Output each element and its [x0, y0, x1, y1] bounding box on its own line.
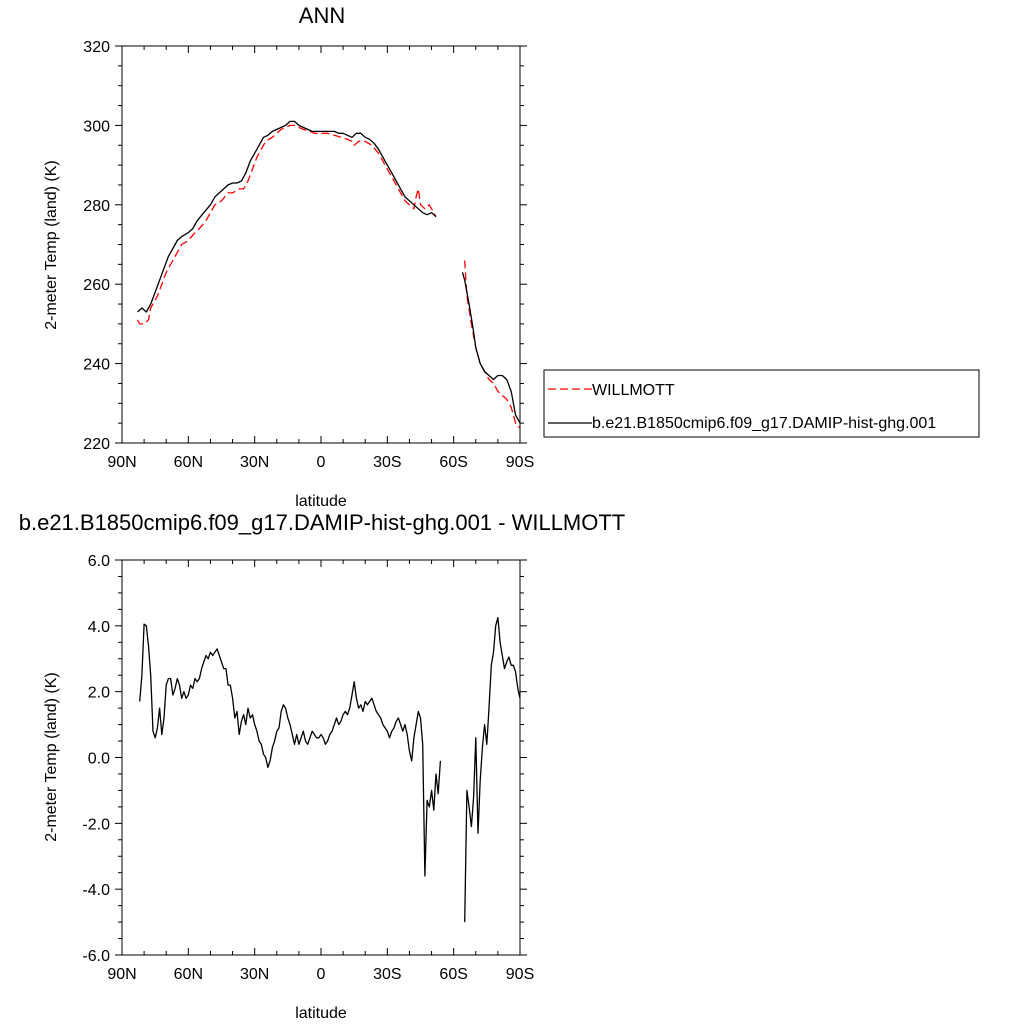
x-tick-label-5: 60S	[439, 966, 467, 983]
x-tick-label-6: 90S	[506, 966, 534, 983]
x-tick-label-3: 0	[317, 966, 326, 983]
bottom-chart-series	[139, 616, 521, 923]
series-0-segment-1	[464, 616, 521, 923]
bottom-chart: b.e21.B1850cmip6.f09_g17.DAMIP-hist-ghg.…	[19, 510, 626, 1022]
x-tick-label-5: 60S	[439, 454, 467, 471]
y-tick-label-5: 4.0	[88, 619, 110, 636]
y-tick-label-1: 240	[83, 357, 110, 374]
x-tick-label-4: 30S	[373, 966, 401, 983]
y-tick-label-2: 260	[83, 277, 110, 294]
top-chart-title: ANN	[299, 3, 345, 28]
legend-label-model: b.e21.B1850cmip6.f09_g17.DAMIP-hist-ghg.…	[592, 415, 936, 432]
top-y-tick-labels: 220 240 260 280 300 320	[83, 39, 110, 453]
x-tick-label-1: 60N	[174, 454, 203, 471]
bottom-y-axis-label: 2-meter Temp (land) (K)	[43, 672, 60, 842]
top-x-tick-labels: 90N 60N 30N 0 30S 60S 90S	[107, 454, 534, 471]
x-tick-label-1: 60N	[174, 966, 203, 983]
x-tick-label-0: 90N	[107, 454, 136, 471]
y-tick-label-2: -2.0	[82, 816, 110, 833]
bottom-chart-ticks	[115, 559, 527, 956]
y-tick-label-4: 300	[83, 118, 110, 135]
y-tick-label-5: 320	[83, 39, 110, 56]
bottom-y-tick-labels: -6.0 -4.0 -2.0 0.0 2.0 4.0 6.0	[82, 553, 110, 965]
top-chart-series	[136, 120, 521, 428]
top-chart-ticks	[115, 45, 527, 444]
top-chart: ANN 90N 60N 30N 0 30S 60S 90S 220 240 260 280 300 3…	[43, 3, 534, 510]
top-chart-frame	[121, 45, 521, 444]
series-0-segment-0	[139, 623, 442, 877]
y-tick-label-3: 0.0	[88, 751, 110, 768]
top-y-axis-label: 2-meter Temp (land) (K)	[43, 160, 60, 330]
legend: WILLMOTT b.e21.B1850cmip6.f09_g17.DAMIP-…	[543, 369, 980, 438]
bottom-x-tick-labels: 90N 60N 30N 0 30S 60S 90S	[107, 966, 534, 983]
x-tick-label-3: 0	[317, 454, 326, 471]
series-1-segment-0	[137, 120, 437, 313]
legend-box	[543, 369, 980, 438]
x-tick-label-0: 90N	[107, 966, 136, 983]
x-tick-label-4: 30S	[373, 454, 401, 471]
y-tick-label-6: 6.0	[88, 553, 110, 570]
x-tick-label-2: 30N	[240, 966, 269, 983]
x-tick-label-6: 90S	[506, 454, 534, 471]
y-tick-label-1: -4.0	[82, 882, 110, 899]
series-0-segment-1	[464, 260, 520, 428]
y-tick-label-0: -6.0	[82, 948, 110, 965]
legend-label-willmott: WILLMOTT	[592, 382, 675, 399]
y-tick-label-4: 2.0	[88, 685, 110, 702]
x-tick-label-2: 30N	[240, 454, 269, 471]
series-0-segment-0	[136, 124, 437, 325]
bottom-x-axis-label: latitude	[295, 1005, 347, 1022]
y-tick-label-0: 220	[83, 436, 110, 453]
top-x-axis-label: latitude	[295, 493, 347, 510]
bottom-chart-frame	[121, 559, 521, 956]
series-1-segment-1	[461, 272, 521, 424]
y-tick-label-3: 280	[83, 198, 110, 215]
bottom-chart-title: b.e21.B1850cmip6.f09_g17.DAMIP-hist-ghg.…	[19, 510, 626, 535]
